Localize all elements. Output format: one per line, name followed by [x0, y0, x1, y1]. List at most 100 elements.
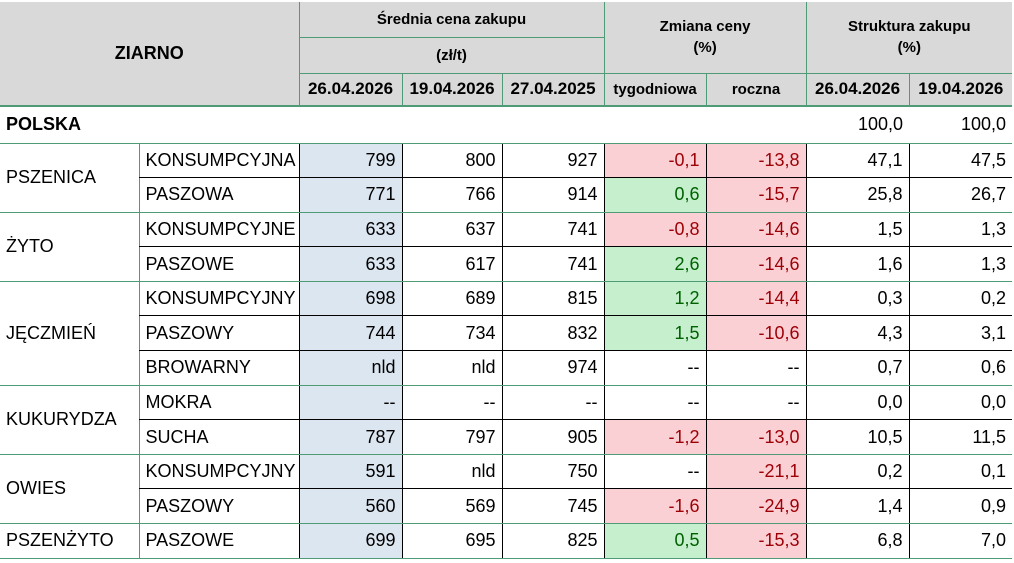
table-body: POLSKA 100,0 100,0 PSZENICA KONSUMPCYJNA 7… [0, 106, 1013, 559]
price-current: 771 [298, 177, 402, 213]
price-current: 799 [298, 143, 402, 179]
price-previous-year: 914 [501, 177, 605, 213]
header-srednia-unit: (zł/t) [298, 37, 605, 74]
header-tygodniowa: tygodniowa [603, 73, 707, 107]
struktura-current: 4,3 [805, 315, 910, 352]
header-date-3: 27.04.2025 [501, 73, 605, 107]
price-previous-year: 741 [501, 246, 605, 282]
struktura-previous: 0,1 [908, 454, 1013, 490]
change-yearly: -24,9 [705, 488, 807, 525]
change-weekly: -- [603, 350, 707, 386]
table-row: PSZENŻYTO PASZOWE 699 695 825 0,5 -15,3 6,8 7,0 [0, 523, 1013, 559]
table-row: BROWARNY nld nld 974 -- -- 0,7 0,6 [0, 350, 1013, 386]
table-row: PASZOWY 560 569 745 -1,6 -24,9 1,4 0,9 [0, 488, 1013, 525]
price-previous-year: -- [501, 385, 605, 421]
header-struktura-date-2: 19.04.2026 [908, 73, 1013, 107]
price-current: nld [298, 350, 402, 386]
price-previous-week: 689 [401, 281, 502, 317]
price-previous-week: nld [401, 454, 502, 490]
grain-type: KONSUMPCYJNA [138, 143, 299, 179]
grain-type: PASZOWE [138, 246, 299, 282]
group-name: JĘCZMIEŃ [0, 281, 139, 386]
grain-type: MOKRA [138, 385, 299, 421]
change-weekly: -1,6 [603, 488, 707, 525]
struktura-current: 1,6 [805, 246, 910, 282]
price-previous-week: 569 [401, 488, 502, 525]
price-previous-week: 766 [401, 177, 502, 213]
struktura-current: 0,0 [805, 385, 910, 421]
change-yearly: -21,1 [705, 454, 807, 490]
table-row: PASZOWE 633 617 741 2,6 -14,6 1,6 1,3 [0, 246, 1013, 282]
struktura-current: 25,8 [805, 177, 910, 213]
header-zmiana-unit: (%) [693, 39, 717, 57]
price-current: -- [298, 385, 402, 421]
change-yearly: -15,7 [705, 177, 807, 213]
header-ziarno: ZIARNO [0, 2, 299, 107]
struktura-current: 0,2 [805, 454, 910, 490]
price-previous-week: -- [401, 385, 502, 421]
header-struktura: Struktura zakupu (%) [805, 2, 1013, 74]
table-row: PSZENICA KONSUMPCYJNA 799 800 927 -0,1 -13,8 47… [0, 143, 1013, 213]
header-zmiana: Zmiana ceny (%) [603, 2, 807, 74]
change-yearly: -14,6 [705, 246, 807, 282]
change-weekly: 2,6 [603, 246, 707, 282]
change-weekly: 1,2 [603, 281, 707, 317]
struktura-previous: 1,3 [908, 212, 1013, 248]
group-name: OWIES [0, 454, 139, 525]
change-weekly: -0,1 [603, 143, 707, 179]
price-previous-week: 800 [401, 143, 502, 179]
price-previous-year: 927 [501, 143, 605, 179]
price-previous-year: 832 [501, 315, 605, 352]
change-yearly: -13,0 [705, 419, 807, 455]
table-row: KUKURYDZA MOKRA -- -- -- -- -- 0,0 0,0 [0, 385, 1013, 455]
price-current: 560 [298, 488, 402, 525]
struktura-previous: 0,0 [908, 385, 1013, 421]
change-yearly: -10,6 [705, 315, 807, 352]
price-previous-year: 825 [501, 523, 605, 559]
price-current: 698 [298, 281, 402, 317]
price-current: 699 [298, 523, 402, 559]
grain-type: PASZOWY [138, 315, 299, 352]
struktura-current: 10,5 [805, 419, 910, 455]
struktura-current: 6,8 [805, 523, 910, 559]
grain-type: KONSUMPCYJNY [138, 454, 299, 490]
header-struktura-date-1: 26.04.2026 [805, 73, 910, 107]
header-date-2: 19.04.2026 [401, 73, 502, 107]
change-weekly: 0,5 [603, 523, 707, 559]
price-previous-week: 617 [401, 246, 502, 282]
price-previous-year: 905 [501, 419, 605, 455]
header-zmiana-title: Zmiana ceny [659, 18, 751, 36]
price-previous-week: 734 [401, 315, 502, 352]
struktura-previous: 7,0 [908, 523, 1013, 559]
grain-type: KONSUMPCYJNY [138, 281, 299, 317]
price-current: 787 [298, 419, 402, 455]
struktura-previous: 1,3 [908, 246, 1013, 282]
grain-type: PASZOWY [138, 488, 299, 525]
price-previous-week: 637 [401, 212, 502, 248]
polska-row: POLSKA 100,0 100,0 [0, 106, 1013, 144]
polska-struktura-1: 100,0 [806, 106, 910, 144]
price-previous-year: 745 [501, 488, 605, 525]
change-weekly: -- [603, 385, 707, 421]
header-srednia: Średnia cena zakupu [298, 2, 605, 38]
group-name: ŻYTO [0, 212, 139, 282]
struktura-current: 1,5 [805, 212, 910, 248]
struktura-previous: 47,5 [908, 143, 1013, 179]
change-yearly: -- [705, 385, 807, 421]
table-row: PASZOWY 744 734 832 1,5 -10,6 4,3 3,1 [0, 315, 1013, 352]
polska-struktura-2: 100,0 [909, 106, 1013, 144]
grain-type: BROWARNY [138, 350, 299, 386]
change-weekly: -1,2 [603, 419, 707, 455]
price-current: 633 [298, 246, 402, 282]
table-row: OWIES KONSUMPCYJNY 591 nld 750 -- -21,1 0,2 0,1 [0, 454, 1013, 525]
change-weekly: -0,8 [603, 212, 707, 248]
change-yearly: -14,6 [705, 212, 807, 248]
polska-label: POLSKA [0, 106, 807, 144]
price-previous-week: nld [401, 350, 502, 386]
change-yearly: -14,4 [705, 281, 807, 317]
price-previous-year: 741 [501, 212, 605, 248]
struktura-current: 1,4 [805, 488, 910, 525]
price-previous-week: 695 [401, 523, 502, 559]
table-row: ŻYTO KONSUMPCYJNE 633 637 741 -0,8 -14,6 1,5 1,3 [0, 212, 1013, 282]
